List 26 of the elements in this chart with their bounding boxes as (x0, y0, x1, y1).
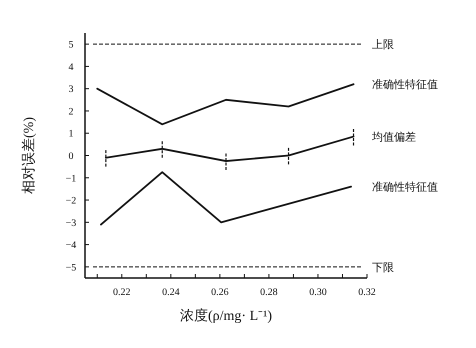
series-label: 准确性特征值 (372, 180, 438, 194)
y-tick-label: 2 (68, 106, 74, 118)
y-tick-label: 0 (68, 151, 74, 162)
x-tick-label: 0.22 (113, 287, 131, 298)
y-tick-label: −3 (66, 218, 76, 229)
ref-line-label: 上限 (372, 38, 394, 52)
y-tick-label: −4 (66, 240, 76, 252)
y-tick-label: 3 (68, 84, 74, 96)
x-tick-label: 0.32 (358, 287, 376, 298)
y-tick-label: −2 (66, 196, 76, 207)
line-series (96, 83, 354, 126)
y-tick-label: −1 (66, 173, 76, 184)
y-tick-label: 5 (68, 40, 74, 51)
x-tick-label: 0.30 (309, 287, 327, 298)
x-tick-label: 0.28 (260, 287, 278, 298)
y-tick-label: 4 (68, 62, 74, 73)
series-label: 准确性特征值 (372, 78, 438, 92)
line-series (100, 171, 352, 226)
x-axis-title: 浓度(ρ/mg· L⁻¹) (180, 308, 272, 324)
y-tick-label: 1 (68, 128, 74, 140)
y-axis-title: 相对误差(%) (21, 116, 37, 194)
x-tick-label: 0.24 (162, 287, 180, 298)
ref-line-label: 下限 (372, 262, 394, 274)
x-tick-label: 0.26 (211, 287, 229, 298)
y-tick-label: −5 (66, 262, 76, 274)
series-label: 均值偏差 (371, 132, 416, 144)
